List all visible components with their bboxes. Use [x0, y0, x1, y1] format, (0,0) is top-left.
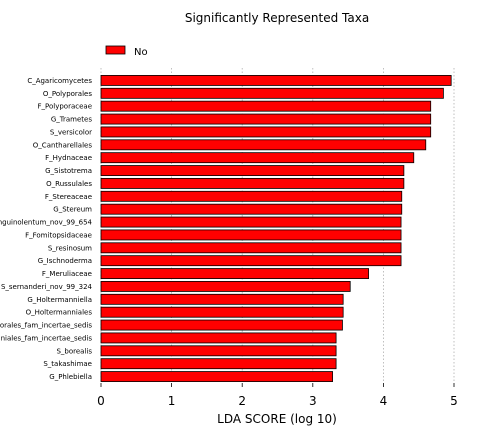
bar: [100, 178, 405, 189]
bar: [100, 152, 415, 164]
x-tick-label: 5: [450, 394, 458, 408]
legend-swatch: [105, 45, 126, 55]
y-category-label: G_Phlebiella: [49, 373, 92, 381]
bar: [100, 190, 403, 202]
y-category-label: S_sernanderi_nov_99_324: [1, 283, 93, 291]
bar: [100, 255, 402, 267]
legend: No: [105, 45, 148, 58]
bar: [100, 203, 403, 215]
y-category-label: S_resinosum: [48, 244, 92, 252]
y-category-label: C_Agaricomycetes: [27, 77, 92, 85]
bar: [100, 345, 337, 357]
x-axis: 0 1 2 3 4 5: [97, 383, 458, 408]
x-axis-label: LDA SCORE (log 10): [217, 412, 337, 426]
y-category-label: O_Holtermanniales: [26, 309, 93, 317]
y-axis-labels: C_Agaricomycetes O_Polyporales F_Polyporac…: [0, 77, 93, 381]
bar: [100, 87, 444, 99]
bar: [100, 371, 333, 382]
bar: [100, 126, 432, 138]
y-category-label: O_Polyporales: [43, 90, 92, 98]
y-category-label: Holtermanniales_fam_incertae_sedis: [0, 334, 92, 342]
bar: [100, 358, 337, 370]
y-category-label: O_Cantharellales: [33, 141, 93, 149]
y-category-label: G_Trametes: [51, 116, 93, 124]
bar: [100, 216, 402, 228]
y-category-label: S_borealis: [56, 347, 92, 355]
y-category-label: Polyporales_fam_incertae_sedis: [0, 322, 92, 330]
y-category-label: G_Stereum: [53, 206, 92, 214]
x-tick-label: 3: [309, 394, 317, 408]
y-category-label: F_Fomitopsidaceae: [25, 231, 92, 239]
y-category-label: F_Polyporaceae: [37, 103, 92, 111]
y-category-label: O_Russulales: [46, 180, 92, 188]
bar: [100, 100, 432, 112]
y-category-label: F_Hydnaceae: [45, 154, 92, 162]
y-category-label: G_Holtermanniella: [27, 296, 92, 304]
x-tick-label: 2: [238, 394, 246, 408]
y-category-label: F_Meruliaceae: [42, 270, 92, 278]
y-category-label: G_Ischnoderma: [38, 257, 92, 265]
bar: [100, 242, 402, 254]
legend-label: No: [134, 47, 148, 58]
bar: [100, 139, 427, 151]
bars: [100, 75, 452, 382]
x-tick-label: 4: [380, 394, 388, 408]
y-category-label: S_takashimae: [43, 360, 92, 368]
y-category-label: F_Stereaceae: [45, 193, 92, 201]
y-category-label: S_versicolor: [50, 128, 92, 136]
bar: [100, 319, 343, 331]
y-category-label: S_sanguinolentum_nov_99_654: [0, 219, 93, 227]
chart-title: Significantly Represented Taxa: [185, 11, 369, 25]
bar: [100, 281, 351, 292]
bar: [100, 229, 402, 241]
bar: [100, 332, 337, 344]
bar: [100, 293, 344, 305]
bar: [100, 268, 369, 279]
bar: [100, 165, 405, 176]
y-category-label: G_Sistotrema: [45, 167, 92, 175]
bar: [100, 306, 344, 318]
x-tick-label: 1: [168, 394, 176, 408]
bar: [100, 113, 432, 125]
bar: [100, 75, 452, 86]
x-tick-label: 0: [97, 394, 105, 408]
